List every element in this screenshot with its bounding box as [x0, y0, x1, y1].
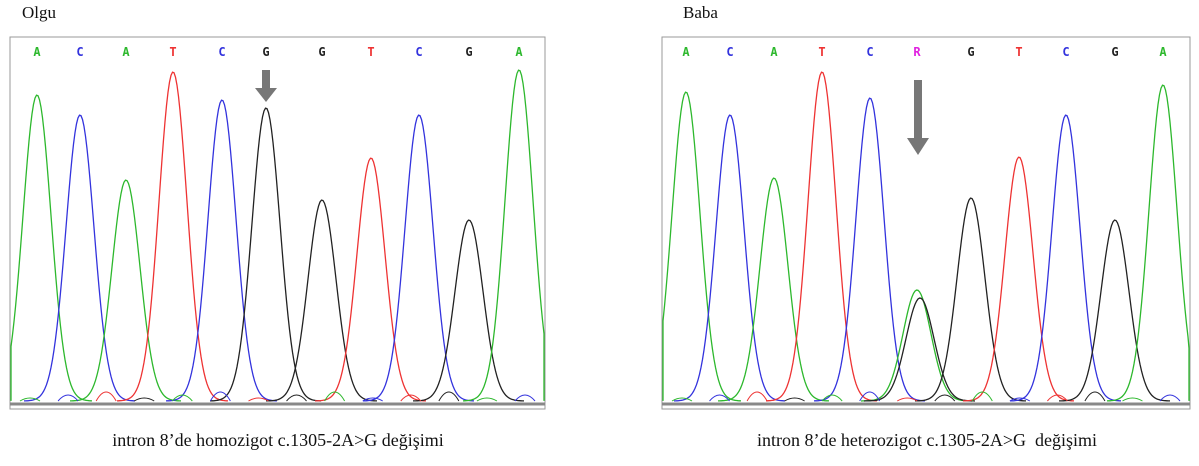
base-call: A — [33, 45, 41, 59]
base-call: G — [1111, 45, 1118, 59]
base-call: C — [218, 45, 225, 59]
base-call: A — [770, 45, 778, 59]
base-call: A — [1159, 45, 1167, 59]
base-call: G — [262, 45, 269, 59]
figure: Olgu Baba intron 8’de homozigot c.1305-2… — [0, 0, 1199, 466]
base-call: R — [913, 45, 921, 59]
base-call: G — [967, 45, 974, 59]
base-call: A — [515, 45, 523, 59]
panel-label: Olgu — [22, 3, 57, 22]
base-call: A — [682, 45, 690, 59]
chromatogram-frame — [662, 37, 1190, 409]
base-call: G — [318, 45, 325, 59]
base-call: T — [169, 45, 176, 59]
base-call: A — [122, 45, 130, 59]
base-call: C — [76, 45, 83, 59]
base-call: C — [726, 45, 733, 59]
caption: intron 8’de heterozigot c.1305-2A>G deği… — [757, 430, 1097, 450]
panel-label: Baba — [683, 3, 718, 22]
base-call: C — [415, 45, 422, 59]
base-call: T — [367, 45, 374, 59]
base-call: T — [1015, 45, 1022, 59]
caption: intron 8’de homozigot c.1305-2A>G değişi… — [112, 430, 444, 450]
base-call: G — [465, 45, 472, 59]
base-call: C — [1062, 45, 1069, 59]
base-call: C — [866, 45, 873, 59]
chromatogram-frame — [10, 37, 545, 409]
base-call: T — [818, 45, 825, 59]
